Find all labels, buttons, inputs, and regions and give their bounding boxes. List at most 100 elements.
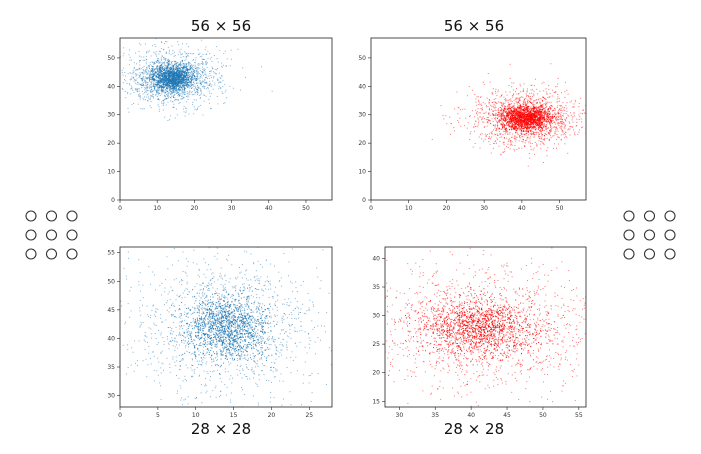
data-point xyxy=(589,122,590,123)
data-point xyxy=(175,77,177,79)
data-point xyxy=(515,90,517,92)
data-point xyxy=(160,71,162,73)
data-point xyxy=(581,127,583,129)
data-point xyxy=(502,114,504,116)
data-point xyxy=(134,82,136,84)
data-point xyxy=(517,124,519,126)
data-point xyxy=(559,122,561,124)
data-point xyxy=(512,128,514,130)
data-point xyxy=(160,48,162,50)
data-point xyxy=(549,119,551,121)
data-point xyxy=(521,123,523,125)
data-point xyxy=(537,117,539,119)
data-point xyxy=(511,117,513,119)
data-point xyxy=(138,43,140,45)
data-point xyxy=(161,87,163,89)
data-point xyxy=(165,65,167,67)
data-point xyxy=(196,76,198,78)
data-point xyxy=(556,118,558,120)
data-point xyxy=(158,84,160,86)
data-point xyxy=(145,81,147,83)
data-point xyxy=(495,140,497,142)
data-point xyxy=(201,81,203,83)
data-point xyxy=(527,111,529,113)
data-point xyxy=(207,87,209,89)
data-point xyxy=(165,75,167,77)
data-point xyxy=(144,81,146,83)
data-point xyxy=(166,66,168,68)
data-point xyxy=(185,112,187,114)
data-point xyxy=(184,80,186,82)
data-point xyxy=(512,126,514,128)
data-point xyxy=(169,90,171,92)
data-point xyxy=(582,113,584,115)
data-point xyxy=(190,85,192,87)
data-point xyxy=(189,82,191,84)
data-point xyxy=(525,119,527,121)
data-point xyxy=(508,104,510,106)
data-point xyxy=(192,64,194,66)
data-point xyxy=(509,91,511,93)
data-point xyxy=(564,137,566,139)
data-point xyxy=(194,67,196,69)
data-point xyxy=(507,99,509,101)
data-point xyxy=(527,126,529,128)
data-point xyxy=(177,70,179,72)
data-point xyxy=(188,92,190,94)
data-point xyxy=(167,81,169,83)
data-point xyxy=(513,148,515,150)
data-point xyxy=(166,88,168,90)
data-point xyxy=(201,63,203,65)
data-point xyxy=(179,77,181,79)
data-point xyxy=(558,98,560,99)
data-point xyxy=(177,69,179,71)
data-point xyxy=(172,69,174,71)
data-point xyxy=(563,107,565,109)
data-point xyxy=(538,107,540,109)
data-point xyxy=(172,83,174,85)
data-point xyxy=(148,67,150,69)
data-point xyxy=(540,121,542,123)
data-point xyxy=(182,65,184,67)
data-point xyxy=(156,76,158,78)
data-point xyxy=(538,105,540,107)
data-point xyxy=(179,86,181,88)
data-point xyxy=(515,136,517,138)
data-point xyxy=(172,53,174,55)
data-point xyxy=(480,96,482,98)
data-point xyxy=(175,79,177,81)
data-point xyxy=(481,109,483,111)
data-point xyxy=(501,103,503,105)
data-point xyxy=(550,122,552,124)
data-point xyxy=(560,105,562,107)
data-point xyxy=(536,88,538,90)
data-point xyxy=(540,125,542,127)
data-point xyxy=(160,67,162,69)
data-point xyxy=(579,116,581,118)
data-point xyxy=(171,62,173,64)
data-point xyxy=(164,78,166,80)
data-point xyxy=(515,119,517,121)
data-point xyxy=(509,119,511,121)
data-point xyxy=(512,117,514,119)
data-point xyxy=(138,95,140,97)
data-point xyxy=(514,122,516,124)
data-point xyxy=(502,124,504,126)
data-point xyxy=(509,111,511,113)
data-point xyxy=(507,107,509,109)
data-point xyxy=(129,84,131,86)
data-point xyxy=(547,119,549,120)
data-point xyxy=(197,66,199,68)
data-point xyxy=(495,112,497,114)
data-point xyxy=(179,79,181,81)
data-point xyxy=(548,121,550,123)
data-point xyxy=(197,87,199,89)
data-point xyxy=(537,132,539,134)
data-point xyxy=(171,74,173,76)
data-point xyxy=(158,106,160,108)
data-point xyxy=(170,91,172,93)
data-point xyxy=(199,73,201,74)
data-point xyxy=(518,118,520,119)
data-point xyxy=(168,80,170,82)
data-point xyxy=(194,83,196,85)
